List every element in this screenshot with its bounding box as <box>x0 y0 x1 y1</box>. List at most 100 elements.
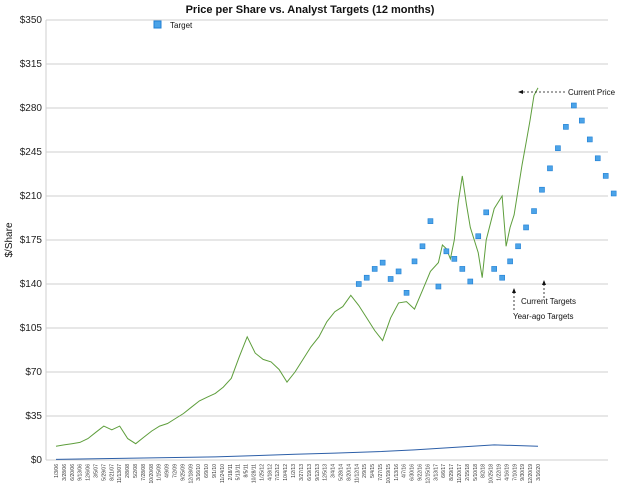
target-point <box>459 266 466 272</box>
y-tick-labels: $0 $35 $70 $105 $140 $175 $210 $245 $280 $315 $350 <box>20 15 43 466</box>
y-axis-title: $/Share <box>4 222 15 257</box>
x-tick-label: 12/18/09 <box>188 464 194 484</box>
x-tick-label: 3/4/14 <box>331 464 337 478</box>
current-price-label: Current Price <box>568 88 616 97</box>
x-tick-label: 12/5/13 <box>323 464 329 481</box>
x-tick-label: 3/28/06 <box>62 464 68 481</box>
x-tick-label: 9/30/19 <box>520 464 526 481</box>
x-tick-label: 1/2/13 <box>291 464 297 478</box>
target-point <box>403 289 410 296</box>
target-point <box>563 124 569 130</box>
x-tick-label: 1/3/06 <box>54 464 60 478</box>
target-point <box>515 243 521 250</box>
x-tick-label: 6/9/10 <box>204 464 210 478</box>
x-tick-label: 11/13/07 <box>117 464 123 483</box>
y-tick-label: $350 <box>20 15 43 26</box>
target-point <box>435 283 442 290</box>
year-ago-targets-label: Year-ago Targets <box>513 312 574 321</box>
x-tick-label: 9/25/09 <box>180 464 186 481</box>
x-tick-label: 2/15/18 <box>465 464 471 481</box>
x-tick-label: 10/25/18 <box>489 464 495 484</box>
target-point <box>379 259 386 266</box>
target-point <box>355 281 362 287</box>
target-point <box>491 266 497 272</box>
target-point <box>443 248 450 255</box>
legend: Target <box>153 20 193 30</box>
target-point <box>387 276 394 282</box>
target-point <box>483 209 490 216</box>
current-targets-arrowhead <box>542 280 546 285</box>
x-tick-label: 3/13/17 <box>433 464 439 481</box>
x-tick-label: 8/20/14 <box>346 464 352 481</box>
target-point <box>499 274 505 281</box>
year-ago-arrowhead <box>512 288 516 293</box>
x-tick-label: 12/20/19 <box>528 464 534 484</box>
x-tick-label: 8/21/07 <box>109 464 115 481</box>
x-tick-label: 4/7/16 <box>402 464 408 478</box>
x-tick-label: 8/5/11 <box>244 464 250 478</box>
x-tick-label: 7/2/09 <box>173 464 179 478</box>
y-tick-label: $175 <box>20 235 43 246</box>
y-tick-label: $280 <box>20 103 43 114</box>
x-tick-label: 7/28/08 <box>141 464 147 481</box>
x-tick-label: 3/5/07 <box>94 464 100 478</box>
y-tick-label: $245 <box>20 147 43 158</box>
target-point <box>602 173 609 179</box>
x-tick-label: 4/9/09 <box>165 464 171 478</box>
x-tick-label: 7/12/12 <box>275 464 281 481</box>
chart-title: Price per Share vs. Analyst Targets (12 … <box>186 4 435 16</box>
x-tick-label: 11/12/14 <box>354 464 360 483</box>
legend-target-label: Target <box>170 21 193 30</box>
x-tick-label: 5/28/14 <box>338 464 344 481</box>
x-tick-label: 6/20/06 <box>70 464 76 481</box>
x-tick-label: 3/16/10 <box>196 464 202 481</box>
x-tick-label: 2/9/15 <box>362 464 368 478</box>
series-layer <box>55 87 617 460</box>
x-tick-labels: 1/3/06 3/28/06 6/20/06 9/13/06 12/6/06 3/5/07… <box>54 464 542 484</box>
target-point <box>586 136 593 143</box>
x-tick-label: 5/29/07 <box>101 464 107 481</box>
y-tick-label: $105 <box>20 323 43 334</box>
x-tick-label: 10/20/08 <box>149 464 155 484</box>
target-point <box>451 256 458 262</box>
x-tick-label: 9/1/10 <box>212 464 218 478</box>
x-tick-label: 10/4/12 <box>283 464 289 481</box>
current-targets-label: Current Targets <box>521 297 576 306</box>
x-tick-label: 7/10/19 <box>512 464 518 481</box>
target-point <box>579 117 585 124</box>
x-tick-label: 5/2/08 <box>133 464 139 478</box>
y-tick-label: $70 <box>25 367 42 378</box>
target-point <box>571 102 577 109</box>
series-line <box>55 444 539 460</box>
x-tick-label: 1/15/09 <box>157 464 163 481</box>
target-point <box>411 258 418 265</box>
y-tick-label: $315 <box>20 59 43 70</box>
x-tick-label: 4/16/19 <box>504 464 510 481</box>
target-point <box>507 258 513 265</box>
target-point <box>594 155 601 162</box>
x-tick-label: 2/8/08 <box>125 464 131 478</box>
target-point <box>523 224 529 231</box>
x-tick-label: 11/20/17 <box>457 464 463 483</box>
x-tick-label: 8/29/17 <box>449 464 455 481</box>
x-tick-label: 6/30/16 <box>410 464 416 481</box>
x-tick-label: 8/2/18 <box>481 464 487 478</box>
y-tick-label: $210 <box>20 191 43 202</box>
x-tick-label: 4/18/12 <box>267 464 273 481</box>
x-tick-label: 6/19/13 <box>307 464 313 481</box>
x-tick-label: 1/22/19 <box>496 464 502 481</box>
target-point <box>475 233 482 240</box>
y-tick-label: $140 <box>20 279 43 290</box>
x-tick-label: 11/24/10 <box>220 464 226 483</box>
target-point <box>427 218 434 224</box>
x-tick-label: 5/13/11 <box>236 464 242 481</box>
current-price-arrowhead <box>518 90 523 94</box>
legend-target-marker <box>153 20 162 29</box>
target-point <box>419 243 426 250</box>
target-point <box>539 186 545 193</box>
target-point <box>395 268 402 275</box>
x-tick-label: 7/27/15 <box>378 464 384 481</box>
y-tick-label: $35 <box>25 411 42 422</box>
x-tick-label: 2/18/11 <box>228 464 234 481</box>
